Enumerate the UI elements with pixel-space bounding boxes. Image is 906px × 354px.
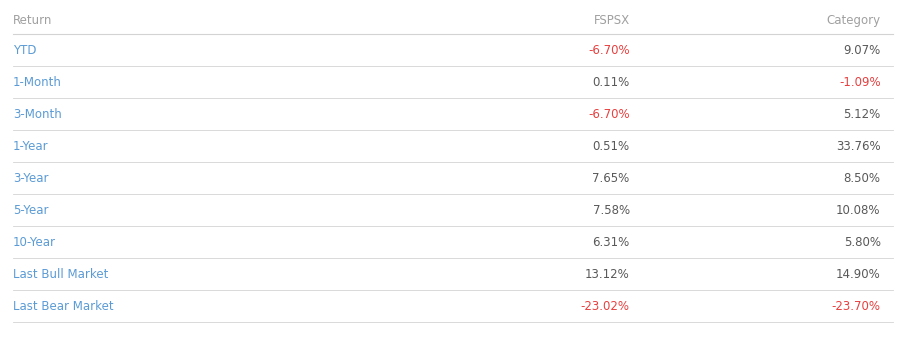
Text: -6.70%: -6.70% [588, 108, 630, 120]
Text: 10.08%: 10.08% [836, 204, 881, 217]
Text: FSPSX: FSPSX [593, 14, 630, 27]
Text: 0.51%: 0.51% [593, 139, 630, 153]
Text: 3-Year: 3-Year [13, 171, 48, 184]
Text: -1.09%: -1.09% [839, 75, 881, 88]
Text: 9.07%: 9.07% [843, 44, 881, 57]
Text: 33.76%: 33.76% [836, 139, 881, 153]
Text: Category: Category [826, 14, 881, 27]
Text: 5-Year: 5-Year [13, 204, 48, 217]
Text: -23.02%: -23.02% [581, 299, 630, 313]
Text: -6.70%: -6.70% [588, 44, 630, 57]
Text: 3-Month: 3-Month [13, 108, 62, 120]
Text: 7.65%: 7.65% [593, 171, 630, 184]
Text: 14.90%: 14.90% [836, 268, 881, 280]
Text: 6.31%: 6.31% [593, 235, 630, 249]
Text: Last Bull Market: Last Bull Market [13, 268, 108, 280]
Text: -23.70%: -23.70% [832, 299, 881, 313]
Text: 5.12%: 5.12% [843, 108, 881, 120]
Text: YTD: YTD [13, 44, 36, 57]
Text: 0.11%: 0.11% [593, 75, 630, 88]
Text: 5.80%: 5.80% [843, 235, 881, 249]
Text: 10-Year: 10-Year [13, 235, 55, 249]
Text: 1-Year: 1-Year [13, 139, 48, 153]
Text: 13.12%: 13.12% [585, 268, 630, 280]
Text: 1-Month: 1-Month [13, 75, 62, 88]
Text: 8.50%: 8.50% [843, 171, 881, 184]
Text: Return: Return [13, 14, 52, 27]
Text: 7.58%: 7.58% [593, 204, 630, 217]
Text: Last Bear Market: Last Bear Market [13, 299, 113, 313]
